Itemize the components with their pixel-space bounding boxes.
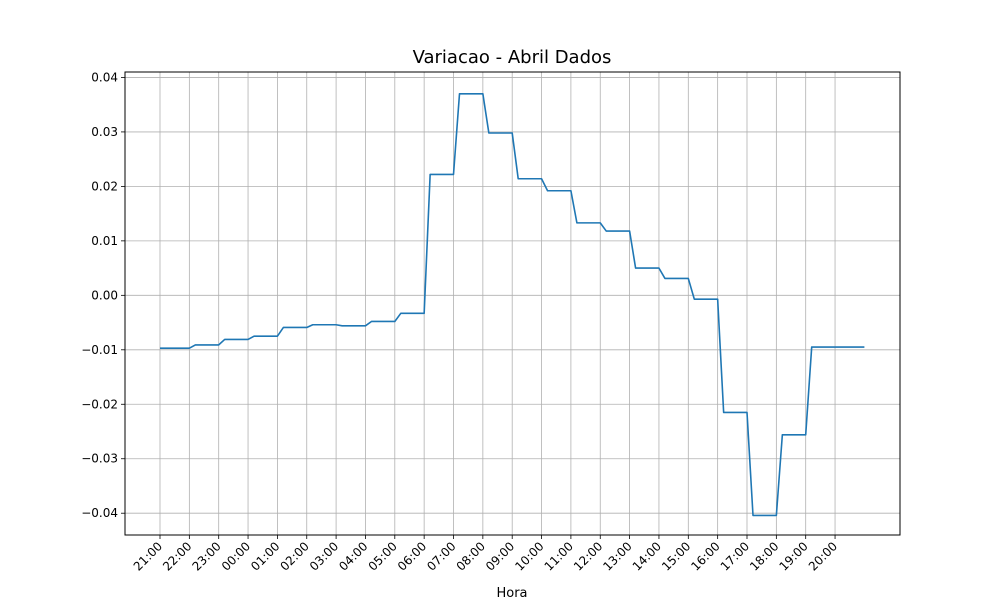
y-tick-label: 0.00 bbox=[91, 288, 118, 302]
y-tick-label: 0.02 bbox=[91, 179, 118, 193]
y-tick-label: −0.01 bbox=[81, 343, 118, 357]
x-tick-label: 19:00 bbox=[776, 539, 810, 573]
y-tick-label: −0.04 bbox=[81, 506, 118, 520]
x-axis-label: Hora bbox=[496, 586, 527, 600]
x-tick-label: 21:00 bbox=[131, 539, 165, 573]
x-tick-label: 16:00 bbox=[688, 539, 722, 573]
x-tick-label: 17:00 bbox=[718, 539, 752, 573]
x-tick-label: 14:00 bbox=[630, 539, 664, 573]
x-tick-label: 02:00 bbox=[278, 539, 312, 573]
grid bbox=[125, 72, 900, 535]
x-tick-label: 07:00 bbox=[424, 539, 458, 573]
x-tick-label: 09:00 bbox=[483, 539, 517, 573]
x-tick-label: 01:00 bbox=[248, 539, 282, 573]
x-tick-label: 23:00 bbox=[189, 539, 223, 573]
x-axis: 21:0022:0023:0000:0001:0002:0003:0004:00… bbox=[131, 535, 840, 574]
x-tick-label: 06:00 bbox=[395, 539, 429, 573]
y-axis: −0.04 −0.03 −0.02 −0.01 0.00 0.01 0.02 0.03 0.04 bbox=[81, 70, 125, 520]
x-tick-label: 20:00 bbox=[806, 539, 840, 573]
chart-title: Variacao - Abril Dados bbox=[413, 47, 612, 68]
series-line bbox=[160, 92, 865, 517]
x-tick-label: 08:00 bbox=[454, 539, 488, 573]
x-tick-label: 00:00 bbox=[219, 539, 253, 573]
y-tick-label: 0.03 bbox=[91, 125, 118, 139]
x-tick-label: 04:00 bbox=[336, 539, 370, 573]
y-tick-label: −0.02 bbox=[81, 397, 118, 411]
x-tick-label: 05:00 bbox=[366, 539, 400, 573]
x-tick-label: 12:00 bbox=[571, 539, 605, 573]
y-tick-label: 0.01 bbox=[91, 234, 118, 248]
y-tick-label: −0.03 bbox=[81, 452, 118, 466]
x-tick-label: 13:00 bbox=[600, 539, 634, 573]
x-tick-label: 18:00 bbox=[747, 539, 781, 573]
x-tick-label: 03:00 bbox=[307, 539, 341, 573]
x-tick-label: 15:00 bbox=[659, 539, 693, 573]
series-layer bbox=[160, 92, 865, 517]
x-tick-label: 11:00 bbox=[542, 539, 576, 573]
y-tick-label: 0.04 bbox=[91, 70, 118, 84]
x-tick-label: 22:00 bbox=[160, 539, 194, 573]
x-tick-label: 10:00 bbox=[512, 539, 546, 573]
